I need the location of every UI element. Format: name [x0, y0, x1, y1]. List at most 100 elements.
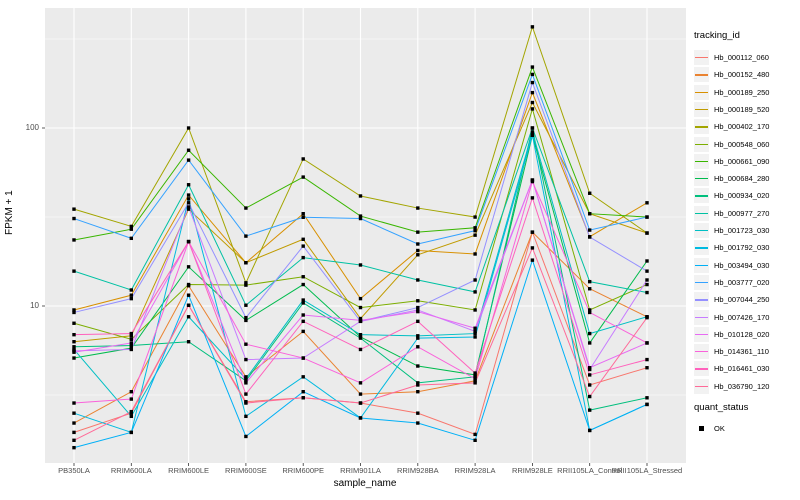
data-point: [588, 367, 592, 372]
data-point: [186, 340, 191, 344]
data-point: [358, 214, 363, 218]
legend-key-line-icon: [694, 240, 709, 256]
data-point: [588, 310, 592, 315]
data-point: [645, 269, 649, 273]
x-tick-label: PB350LA: [58, 466, 90, 475]
legend-item-label: Hb_000112_060: [714, 53, 769, 62]
data-point: [129, 334, 133, 338]
data-point: [530, 196, 535, 200]
legend-item-label: Hb_000661_090: [714, 156, 770, 166]
data-point: [72, 430, 76, 435]
data-point: [645, 315, 649, 320]
data-point: [186, 207, 191, 211]
data-point: [358, 263, 363, 267]
data-point: [416, 421, 420, 425]
data-point: [301, 215, 305, 220]
legend-key-line-icon: [694, 136, 709, 152]
data-point: [645, 402, 649, 407]
legend-item-label: Hb_000934_020: [714, 191, 770, 201]
legend-key-line-icon: [694, 101, 709, 117]
data-point: [244, 357, 248, 362]
data-point: [645, 215, 649, 219]
data-point: [358, 216, 363, 221]
data-point: [416, 206, 420, 210]
data-point: [72, 216, 76, 221]
data-point: [186, 293, 191, 297]
legend-key-line-icon: [694, 205, 709, 221]
data-point: [129, 288, 133, 292]
legend-item-label: Hb_001792_030: [714, 243, 770, 253]
data-point: [358, 401, 363, 405]
data-point: [72, 340, 76, 344]
data-point: [473, 226, 477, 230]
data-point: [72, 345, 76, 349]
x-tick-label: RRIM928LA: [454, 466, 496, 475]
legend-item-label: OK: [714, 424, 725, 433]
data-point: [588, 366, 592, 370]
legend-item: Hb_000189_250: [694, 84, 769, 101]
x-tick-label: RRII105LA_Stressed: [611, 466, 683, 475]
data-point: [416, 248, 420, 253]
data-point: [186, 197, 191, 201]
legend-item-label: Hb_003777_020: [714, 277, 770, 287]
data-point: [244, 283, 248, 287]
x-tick-label: RRIM600PE: [282, 466, 325, 475]
data-point: [473, 381, 477, 385]
data-point: [645, 278, 649, 282]
data-point: [473, 215, 477, 219]
data-point: [129, 296, 133, 301]
data-point: [530, 100, 535, 105]
legend-key-line-icon: [694, 84, 709, 100]
data-point: [645, 341, 649, 345]
data-point: [416, 364, 420, 368]
data-point: [129, 430, 133, 435]
data-point: [588, 394, 592, 399]
legend-key-line-icon: [694, 361, 709, 377]
legend-item-label: Hb_000152_480: [714, 70, 770, 80]
data-point: [186, 315, 191, 319]
data-point: [588, 191, 592, 195]
data-point: [473, 371, 477, 375]
data-point: [186, 126, 191, 130]
data-point: [473, 329, 477, 334]
data-point: [530, 130, 535, 134]
data-point: [645, 396, 649, 400]
quant-ok-square-icon: [694, 421, 709, 436]
data-point: [473, 373, 477, 377]
data-point: [588, 235, 592, 239]
data-point: [530, 258, 535, 262]
data-point: [244, 281, 248, 285]
data-point: [72, 238, 76, 242]
x-tick-label: RRIM600SE: [225, 466, 267, 475]
data-point: [358, 194, 363, 198]
legend-item: Hb_014361_110: [694, 343, 769, 360]
legend-key-line-icon: [694, 223, 709, 238]
legend-key-line-icon: [694, 153, 709, 169]
legend-title-tracking-id: tracking_id: [694, 30, 740, 41]
data-point: [645, 366, 649, 370]
data-point: [301, 375, 305, 379]
data-point: [244, 261, 248, 265]
legend-item-label: Hb_036790_120: [714, 381, 770, 391]
panel-background: [45, 8, 686, 463]
data-point: [416, 334, 420, 338]
data-point: [72, 308, 76, 312]
data-point: [473, 290, 477, 294]
legend-item: Hb_010128_020: [694, 326, 769, 343]
data-point: [530, 246, 535, 250]
legend-item-label: Hb_014361_110: [714, 347, 769, 357]
y-tick-label: 100: [25, 123, 39, 132]
data-point: [301, 275, 305, 279]
data-point: [588, 287, 592, 291]
x-tick-label: RRIM928BA: [396, 466, 439, 475]
legend-item: Hb_003494_030: [694, 257, 769, 274]
legend-item: Hb_000684_280: [694, 170, 769, 187]
legend-key-line-icon: [694, 344, 709, 360]
data-point: [588, 308, 592, 312]
legend-key-line-icon: [694, 292, 709, 308]
data-point: [301, 396, 305, 400]
data-point: [416, 230, 420, 234]
data-point: [588, 331, 592, 336]
data-point: [530, 126, 535, 130]
data-point: [301, 175, 305, 179]
